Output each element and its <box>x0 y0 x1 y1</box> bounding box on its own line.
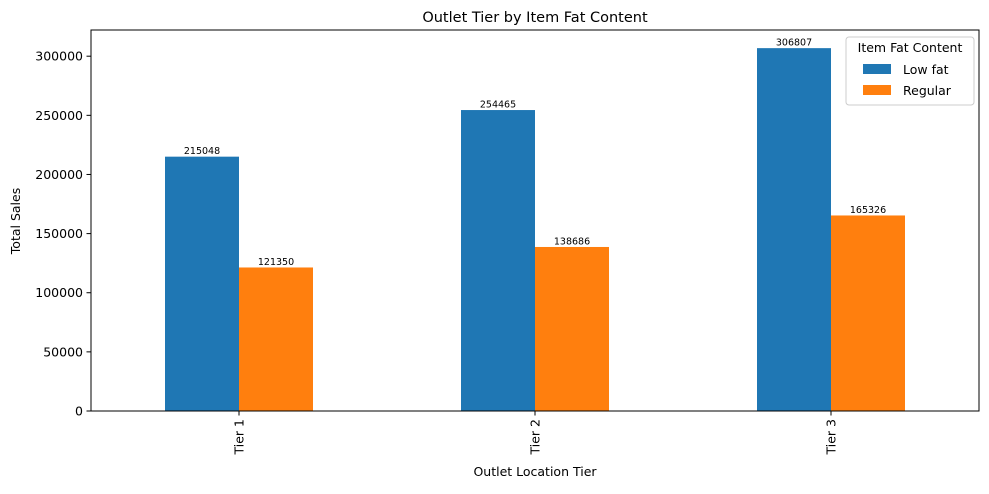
data-label-regular-1: 121350 <box>258 257 294 268</box>
y-tick-label: 100000 <box>35 285 83 300</box>
y-tick-label: 300000 <box>35 49 83 64</box>
x-tick-label: Tier 3 <box>824 419 839 455</box>
bars-layer <box>165 48 905 412</box>
bar-regular-2 <box>535 246 609 411</box>
data-label-low-fat-1: 215048 <box>184 146 220 157</box>
chart-title: Outlet Tier by Item Fat Content <box>422 10 648 26</box>
y-tick-label: 150000 <box>35 226 83 241</box>
y-tick-label: 250000 <box>35 108 83 123</box>
legend-label-low-fat: Low fat <box>903 62 949 77</box>
legend: Item Fat Content Low fat Regular <box>845 36 975 106</box>
x-axis-label: Outlet Location Tier <box>473 464 597 479</box>
y-tick-label: 50000 <box>43 344 83 359</box>
bar-low-fat-3 <box>757 48 831 412</box>
legend-label-regular: Regular <box>903 83 952 98</box>
y-tick-label: 0 <box>75 404 83 419</box>
x-tick-label: Tier 1 <box>232 419 247 455</box>
legend-swatch-regular <box>863 85 891 95</box>
plot-frame <box>90 29 980 412</box>
data-label-regular-2: 138686 <box>554 236 590 247</box>
y-axis: 0 50000 100000 150000 200000 250000 300000 <box>35 49 91 419</box>
bar-regular-3 <box>831 215 905 411</box>
y-axis-label: Total Sales <box>8 188 23 255</box>
bar-low-fat-1 <box>165 156 239 411</box>
legend-title: Item Fat Content <box>858 40 963 55</box>
x-axis: Tier 1 Tier 2 Tier 3 <box>232 411 839 455</box>
bar-low-fat-2 <box>461 110 535 411</box>
legend-swatch-low-fat <box>863 64 891 74</box>
data-label-regular-3: 165326 <box>850 205 886 216</box>
data-label-low-fat-3: 306807 <box>776 38 812 49</box>
data-label-low-fat-2: 254465 <box>480 100 516 111</box>
y-tick-label: 200000 <box>35 167 83 182</box>
x-tick-label: Tier 2 <box>528 419 543 455</box>
bar-regular-1 <box>239 267 313 411</box>
data-labels-layer: 215048 121350 254465 138686 306807 165326 <box>184 38 886 268</box>
